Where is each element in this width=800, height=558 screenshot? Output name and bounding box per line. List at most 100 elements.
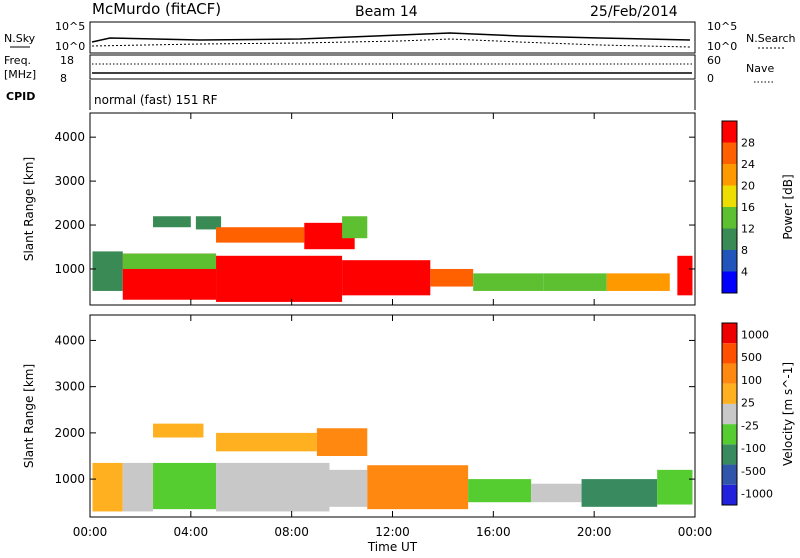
colorbar-segment: [722, 464, 737, 485]
nave-label: Nave: [746, 62, 774, 75]
data-region: [468, 479, 532, 503]
colorbar-segment: [722, 343, 737, 364]
cpid-label: CPID: [6, 90, 35, 103]
colorbar-tick-label: 8: [741, 244, 748, 257]
colorbar-tick-label: -25: [741, 419, 759, 432]
nsky-label: N.Sky: [4, 32, 36, 45]
y-tick-label: 4000: [54, 333, 85, 347]
data-region: [153, 216, 191, 228]
beam-title: Beam 14: [355, 4, 418, 20]
colorbar-tick-label: 20: [741, 180, 755, 193]
colorbar-tick-label: 25: [741, 397, 755, 410]
colorbar-tick-label: 4: [741, 266, 748, 279]
y-axis-label: Slant Range [km]: [22, 157, 36, 261]
colorbar-tick-label: 1000: [741, 328, 769, 341]
colorbar-frame: [721, 322, 738, 506]
data-region: [153, 462, 217, 510]
colorbar-tick-label: 24: [741, 158, 755, 171]
x-tick-label: 04:00: [174, 525, 209, 539]
time-axis: 00:00 04:00 08:00 12:00 16:00 20:00 00:00 Time …: [73, 525, 713, 554]
colorbar-segment: [722, 403, 737, 425]
data-region: [216, 462, 330, 512]
data-region: [657, 469, 693, 505]
data-region: [606, 273, 670, 291]
colorbar-tick-label: -1000: [741, 488, 773, 501]
colorbar-segment: [722, 424, 737, 445]
data-region: [342, 260, 431, 296]
colorbar-label: Power [dB]: [781, 174, 795, 239]
nsearch-tick-bottom: 10^0: [707, 40, 737, 53]
velocity-panel: 1000 2000 3000 4000 Slant Range [km] 1000 500 1…: [22, 314, 795, 518]
colorbar-segment: [722, 207, 737, 229]
colorbar-segment: [722, 185, 737, 207]
x-tick-label: 00:00: [73, 525, 108, 539]
colorbar-segment: [722, 121, 737, 143]
data-region: [122, 253, 217, 269]
data-region: [543, 273, 607, 291]
data-region: [122, 462, 154, 512]
data-region: [329, 469, 368, 507]
data-region: [430, 268, 474, 287]
colorbar-frame: [721, 120, 738, 294]
nsky-tick-top: 10^5: [55, 20, 85, 33]
y-tick-label: 3000: [54, 174, 85, 188]
x-tick-label: 16:00: [476, 525, 511, 539]
colorbar-segment: [722, 164, 737, 186]
freq-panel: Freq. [MHz] 18 8 Nave 60 0: [4, 54, 774, 85]
colorbar-tick-label: 12: [741, 223, 755, 236]
colorbar-label: Velocity [m s^-1]: [781, 362, 795, 466]
freq-tick-top: 18: [60, 54, 74, 67]
y-tick-label: 2000: [54, 426, 85, 440]
data-region: [153, 423, 204, 438]
power-panel: 1000 2000 3000 4000 Slant Range [km] 4 8 12 16 20…: [22, 112, 795, 306]
colorbar-segment: [722, 383, 737, 404]
nsky-tick-bottom: 10^0: [55, 40, 85, 53]
colorbar-tick-label: 500: [741, 351, 762, 364]
nsky-trace: [91, 32, 691, 43]
colorbar-tick-label: -500: [741, 465, 766, 478]
y-tick-label: 4000: [54, 130, 85, 144]
colorbar-tick-label: 28: [741, 137, 755, 150]
data-region: [195, 216, 222, 230]
colorbar-segment: [722, 444, 737, 465]
colorbar-tick-label: 16: [741, 201, 755, 214]
freq-unit: [MHz]: [4, 68, 36, 81]
data-region: [92, 462, 123, 512]
data-region: [367, 465, 469, 510]
x-tick-label: 20:00: [577, 525, 612, 539]
data-region: [316, 428, 368, 456]
y-tick-label: 2000: [54, 218, 85, 232]
data-region: [216, 432, 317, 452]
y-tick-label: 1000: [54, 472, 85, 486]
y-tick-label: 3000: [54, 380, 85, 394]
colorbar-segment: [722, 363, 737, 384]
nsearch-tick-top: 10^5: [707, 20, 737, 33]
data-region: [342, 216, 368, 239]
freq-label: Freq.: [4, 54, 31, 67]
y-tick-label: 1000: [54, 262, 85, 276]
x-tick-label: 08:00: [274, 525, 309, 539]
noise-panel: N.Sky 10^5 10^0 N.Search 10^5 10^0: [4, 20, 796, 54]
x-axis-label: Time UT: [367, 540, 418, 554]
colorbar-segment: [722, 142, 737, 164]
x-tick-label: 00:00: [678, 525, 713, 539]
cpid-row: CPID normal (fast) 151 RF: [6, 80, 696, 110]
data-region: [677, 255, 693, 296]
colorbar-tick-label: -100: [741, 442, 766, 455]
data-region: [92, 251, 123, 291]
colorbar-segment: [722, 250, 737, 272]
date-title: 25/Feb/2014: [590, 4, 678, 20]
freq-tick-bottom: 8: [60, 72, 67, 85]
station-title: McMurdo (fitACF): [92, 0, 221, 18]
data-region: [531, 483, 582, 503]
colorbar-segment: [722, 271, 737, 293]
colorbar-tick-label: 100: [741, 374, 762, 387]
x-tick-label: 12:00: [375, 525, 410, 539]
colorbar-segment: [722, 484, 737, 505]
data-region: [581, 479, 658, 507]
data-region: [216, 255, 343, 302]
y-axis-label: Slant Range [km]: [22, 364, 36, 468]
nsearch-trace: [91, 38, 691, 48]
cpid-text: normal (fast) 151 RF: [94, 93, 218, 107]
